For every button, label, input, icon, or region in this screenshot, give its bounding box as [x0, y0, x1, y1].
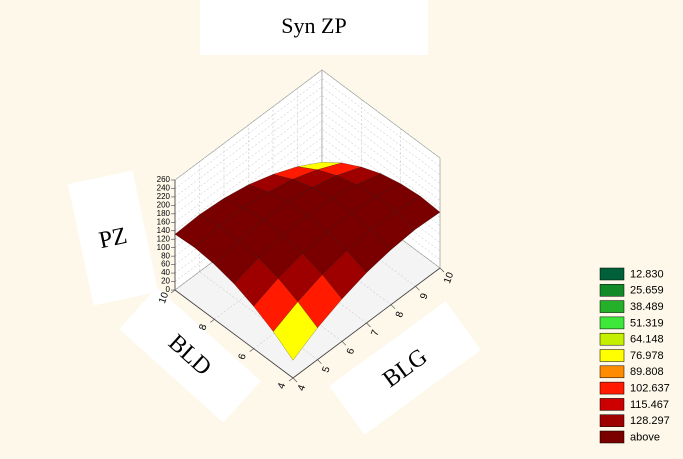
z-tick-label: 40	[161, 268, 170, 277]
z-tick-label: 260	[157, 175, 171, 184]
y-tick-label: 8	[197, 322, 209, 331]
x-tick-label: 10	[442, 271, 456, 286]
y-tick	[249, 348, 254, 352]
y-axis-line	[174, 289, 294, 379]
y-tick	[170, 289, 176, 294]
x-tick-label: 7	[370, 328, 382, 337]
y-tick-label: 10	[157, 291, 171, 306]
y-tick-label: 6	[237, 352, 249, 361]
x-tick	[439, 267, 445, 273]
label-box	[119, 287, 261, 423]
legend-label: 89.808	[630, 366, 664, 378]
grid-line	[174, 103, 441, 215]
z-tick-label: 60	[161, 260, 170, 269]
x-tick-label: 4	[296, 383, 308, 392]
x-tick	[292, 377, 298, 383]
x-tick-label: 5	[321, 365, 333, 374]
legend-label: above	[630, 431, 660, 443]
legend-label: 128.297	[630, 415, 670, 427]
z-label-box: PZ	[67, 170, 159, 306]
x-tick	[317, 359, 322, 364]
z-tick-label: 180	[157, 209, 171, 218]
legend-swatch	[599, 332, 625, 346]
y-tick	[288, 377, 294, 382]
legend-label: 64.148	[630, 334, 664, 346]
z-tick-label: 100	[157, 243, 171, 252]
z-tick-label: 160	[157, 217, 171, 226]
legend-swatch	[599, 414, 625, 427]
label-box	[67, 170, 159, 306]
x-tick-label: 9	[419, 291, 431, 300]
legend: 12.830 25.659 38.489 51.319 64.148 76.978 89.8…	[599, 267, 670, 444]
legend-swatch	[599, 349, 625, 362]
title-box	[200, 0, 428, 55]
legend-label: 76.978	[630, 350, 664, 362]
legend-label: 51.319	[630, 317, 664, 329]
z-tick-label: 0	[166, 285, 171, 294]
legend-swatch	[599, 284, 625, 297]
chart-title: Syn ZP	[281, 13, 346, 38]
legend-swatch	[599, 267, 625, 281]
z-tick-label: 220	[157, 192, 171, 201]
z-tick-label: 140	[157, 226, 171, 235]
z-tick-label: 200	[157, 200, 171, 209]
surface-cell	[273, 301, 318, 361]
legend-label: 12.830	[630, 268, 664, 280]
grid-line	[174, 111, 441, 223]
y-tick	[210, 319, 215, 323]
label-box	[329, 301, 481, 435]
grid-line	[174, 120, 441, 232]
z-tick-label: 20	[161, 277, 170, 286]
z-tick-label: 240	[157, 184, 171, 193]
x-tick-label: 8	[394, 310, 406, 319]
legend-label: 38.489	[630, 301, 664, 313]
legend-label: 25.659	[630, 285, 664, 297]
z-tick-label: 80	[161, 251, 170, 260]
x-tick	[415, 286, 420, 291]
y-tick-label: 4	[276, 381, 288, 390]
legend-label: 102.637	[630, 383, 670, 395]
legend-label: 115.467	[630, 399, 669, 411]
x-tick-label: 6	[345, 346, 357, 355]
legend-swatch	[599, 398, 625, 411]
legend-swatch	[599, 316, 625, 330]
legend-swatch	[599, 430, 625, 444]
x-label-box: BLG	[329, 301, 481, 435]
z-axis-label: PZ	[97, 223, 130, 254]
legend-swatch	[599, 300, 625, 313]
z-tick-label: 120	[157, 234, 171, 243]
x-tick	[341, 341, 347, 346]
x-tick	[390, 304, 396, 309]
y-label-box: BLD	[119, 287, 261, 423]
legend-swatch	[599, 365, 625, 379]
x-tick	[366, 322, 371, 328]
legend-swatch	[599, 381, 625, 395]
